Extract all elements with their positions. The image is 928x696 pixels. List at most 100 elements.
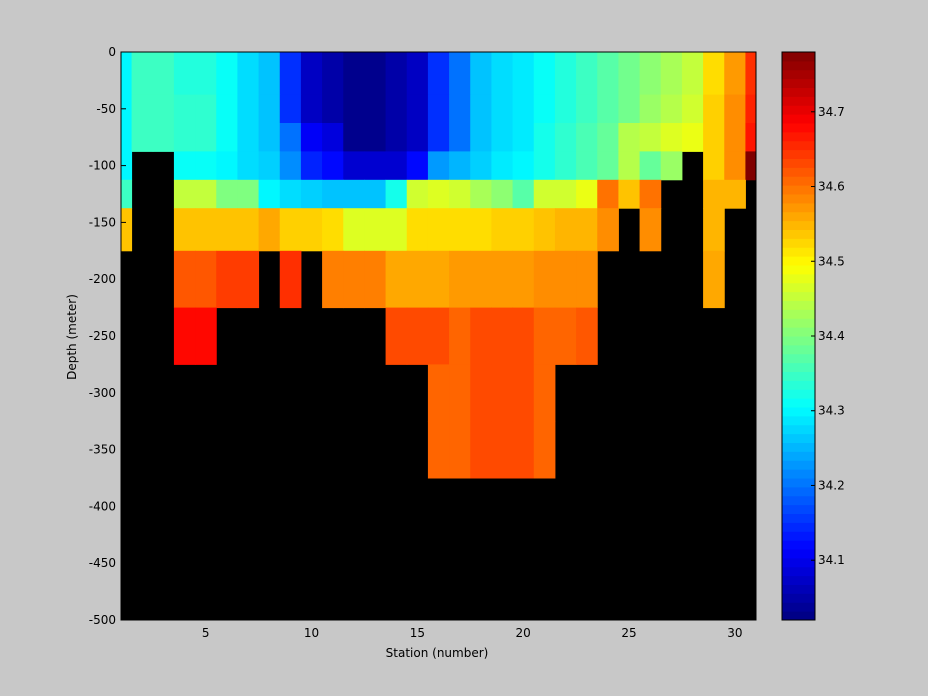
heatmap-cell bbox=[470, 151, 492, 181]
x-tick-label: 10 bbox=[304, 626, 319, 640]
heatmap-cell bbox=[491, 179, 514, 209]
heatmap-cell bbox=[554, 307, 577, 365]
heatmap-cell bbox=[512, 307, 535, 365]
heatmap-cell bbox=[237, 151, 260, 181]
heatmap-cell bbox=[449, 179, 471, 209]
colorbar-tick-label: 34.5 bbox=[818, 254, 845, 268]
heatmap-cell bbox=[745, 151, 757, 181]
colorbar-swatch bbox=[782, 300, 815, 310]
colorbar-swatch bbox=[782, 557, 815, 568]
colorbar-swatch bbox=[782, 486, 815, 497]
heatmap-cell bbox=[660, 123, 683, 152]
heatmap-cells bbox=[121, 52, 757, 620]
heatmap-cell bbox=[195, 250, 217, 309]
heatmap-cell bbox=[639, 179, 662, 209]
heatmap-cell bbox=[533, 151, 556, 181]
y-tick-label: -50 bbox=[96, 102, 116, 116]
heatmap-cell bbox=[322, 250, 344, 309]
heatmap-cell bbox=[216, 151, 238, 181]
heatmap-cell bbox=[237, 179, 260, 209]
heatmap-cell bbox=[406, 179, 429, 209]
colorbar-swatch bbox=[782, 140, 815, 151]
heatmap-cell bbox=[703, 208, 725, 252]
heatmap-cell bbox=[300, 151, 323, 181]
heatmap-cell bbox=[660, 52, 683, 96]
heatmap-cell bbox=[322, 94, 344, 124]
heatmap-cell bbox=[470, 364, 492, 422]
y-tick-label: -450 bbox=[89, 556, 116, 570]
colorbar-swatch bbox=[782, 318, 815, 328]
y-tick-label: -500 bbox=[89, 613, 116, 627]
heatmap-cell bbox=[279, 94, 302, 124]
heatmap-cell bbox=[216, 208, 238, 252]
colorbar-swatch bbox=[782, 78, 815, 88]
colorbar-swatch bbox=[782, 185, 815, 195]
heatmap-cell bbox=[449, 307, 471, 365]
heatmap-cell bbox=[258, 52, 281, 96]
colorbar-swatch bbox=[782, 202, 815, 213]
heatmap-cell bbox=[343, 123, 365, 152]
colorbar-swatch bbox=[782, 389, 815, 399]
colorbar-swatch bbox=[782, 353, 815, 364]
heatmap-cell bbox=[385, 307, 408, 365]
y-tick-label: -150 bbox=[89, 215, 116, 229]
heatmap-cell bbox=[364, 151, 387, 181]
heatmap-cell bbox=[195, 208, 217, 252]
heatmap-cell bbox=[576, 52, 598, 96]
colorbar-swatch bbox=[782, 522, 815, 532]
heatmap-cell bbox=[195, 151, 217, 181]
heatmap-cell bbox=[639, 52, 662, 96]
heatmap-cell bbox=[618, 151, 641, 181]
colorbar-swatch bbox=[782, 602, 815, 612]
heatmap-cell bbox=[427, 94, 450, 124]
heatmap-cell bbox=[121, 94, 133, 124]
y-tick-label: -300 bbox=[89, 386, 116, 400]
colorbar-swatch bbox=[782, 531, 815, 541]
heatmap-cell bbox=[703, 250, 725, 309]
heatmap-cell bbox=[131, 123, 154, 152]
heatmap-cell bbox=[216, 94, 238, 124]
y-tick-label: -100 bbox=[89, 159, 116, 173]
heatmap-cell bbox=[491, 364, 514, 422]
heatmap-cell bbox=[121, 208, 133, 252]
colorbar-swatch bbox=[782, 282, 815, 293]
heatmap-cell bbox=[300, 123, 323, 152]
y-tick-label: -200 bbox=[89, 272, 116, 286]
heatmap-cell bbox=[470, 421, 492, 479]
colorbar-swatch bbox=[782, 69, 815, 80]
heatmap-cell bbox=[703, 123, 725, 152]
heatmap-cell bbox=[491, 250, 514, 309]
heatmap-cell bbox=[533, 307, 556, 365]
heatmap-cell bbox=[364, 250, 387, 309]
colorbar-swatch bbox=[782, 60, 815, 71]
heatmap-cell bbox=[449, 52, 471, 96]
colorbar-swatch bbox=[782, 504, 815, 514]
heatmap-cell bbox=[385, 179, 408, 209]
heatmap-cell bbox=[258, 179, 281, 209]
heatmap-cell bbox=[427, 250, 450, 309]
heatmap-cell bbox=[406, 307, 429, 365]
colorbar-swatch bbox=[782, 96, 815, 106]
heatmap-cell bbox=[237, 250, 260, 309]
heatmap-cell bbox=[237, 123, 260, 152]
heatmap-cell bbox=[491, 421, 514, 479]
heatmap-cell bbox=[173, 179, 196, 209]
heatmap-cell bbox=[533, 123, 556, 152]
heatmap-cell bbox=[576, 151, 598, 181]
heatmap-cell bbox=[576, 94, 598, 124]
heatmap-cell bbox=[576, 123, 598, 152]
heatmap-cell bbox=[554, 250, 577, 309]
heatmap-cell bbox=[279, 52, 302, 96]
heatmap-cell bbox=[258, 123, 281, 152]
heatmap-cell bbox=[279, 208, 302, 252]
heatmap-cell bbox=[470, 52, 492, 96]
heatmap-cell bbox=[173, 94, 196, 124]
main-axes: 5 10 15 20 25 30 0 -50 -100 -150 -200 -250 -300 -350 -… bbox=[89, 45, 757, 640]
heatmap-cell bbox=[512, 52, 535, 96]
heatmap-cell bbox=[533, 250, 556, 309]
colorbar-swatch bbox=[782, 451, 815, 461]
heatmap-cell bbox=[216, 179, 238, 209]
colorbar-swatch bbox=[782, 176, 815, 186]
colorbar-swatch bbox=[782, 442, 815, 452]
heatmap-cell bbox=[618, 94, 641, 124]
